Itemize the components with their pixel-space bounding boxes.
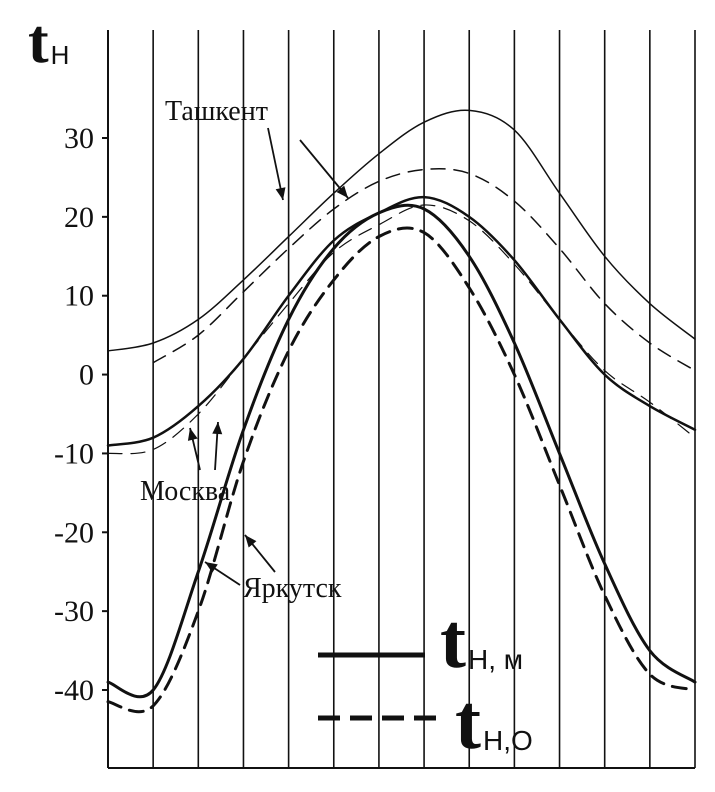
y-axis-label: tН bbox=[28, 8, 69, 76]
y-tick-label-7: -40 bbox=[54, 674, 94, 707]
city-label-tashkent: Ташкент bbox=[165, 96, 268, 127]
series-line-1 bbox=[107, 109, 696, 352]
y-tick-label-2: 10 bbox=[64, 280, 94, 313]
legend-label-solid-main: t bbox=[440, 597, 466, 684]
series-line-3 bbox=[106, 195, 697, 447]
legend: tН, м tН,О bbox=[318, 597, 533, 765]
series-line-5 bbox=[106, 203, 697, 699]
y-tick-label-0: 30 bbox=[64, 122, 94, 155]
y-tick-label-6: -30 bbox=[54, 595, 94, 628]
y-tick-label-3: 0 bbox=[79, 359, 94, 392]
legend-label-solid: tН, м bbox=[440, 597, 523, 684]
y-axis-label-sub: Н bbox=[51, 40, 70, 70]
y-tick-labels: 30 20 10 0 -10 -20 -30 -40 bbox=[54, 122, 94, 707]
legend-label-dashed: tН,О bbox=[455, 678, 533, 765]
y-tick-label-1: 20 bbox=[64, 201, 94, 234]
y-tick-label-4: -10 bbox=[54, 437, 94, 470]
tashkent-pointer-1-line bbox=[267, 127, 284, 201]
series-line-4 bbox=[107, 204, 696, 455]
tashkent-pointer-2-head bbox=[336, 185, 348, 198]
legend-label-dashed-sub: Н,О bbox=[483, 725, 533, 756]
city-label-yarkutsk: Яркутск bbox=[243, 573, 342, 604]
y-axis-label-main: t bbox=[28, 8, 49, 76]
series-line-2 bbox=[152, 168, 696, 372]
legend-label-solid-sub: Н, м bbox=[468, 644, 523, 675]
tashkent-pointer-2-line bbox=[299, 139, 349, 199]
city-label-moscow: Москва bbox=[140, 476, 231, 507]
tashkent-pointer-1-head bbox=[275, 187, 286, 200]
yarkutsk-pointer-2-head bbox=[245, 535, 257, 548]
moscow-pointer-2-head bbox=[212, 422, 223, 435]
yarkutsk-pointer-1-head bbox=[205, 562, 218, 573]
series-line-6 bbox=[106, 226, 697, 714]
annotations bbox=[187, 127, 349, 586]
legend-label-dashed-main: t bbox=[455, 678, 481, 765]
axes bbox=[102, 30, 696, 769]
y-tick-label-5: -20 bbox=[54, 516, 94, 549]
series-lines bbox=[106, 109, 697, 714]
moscow-pointer-1-head bbox=[187, 428, 198, 441]
